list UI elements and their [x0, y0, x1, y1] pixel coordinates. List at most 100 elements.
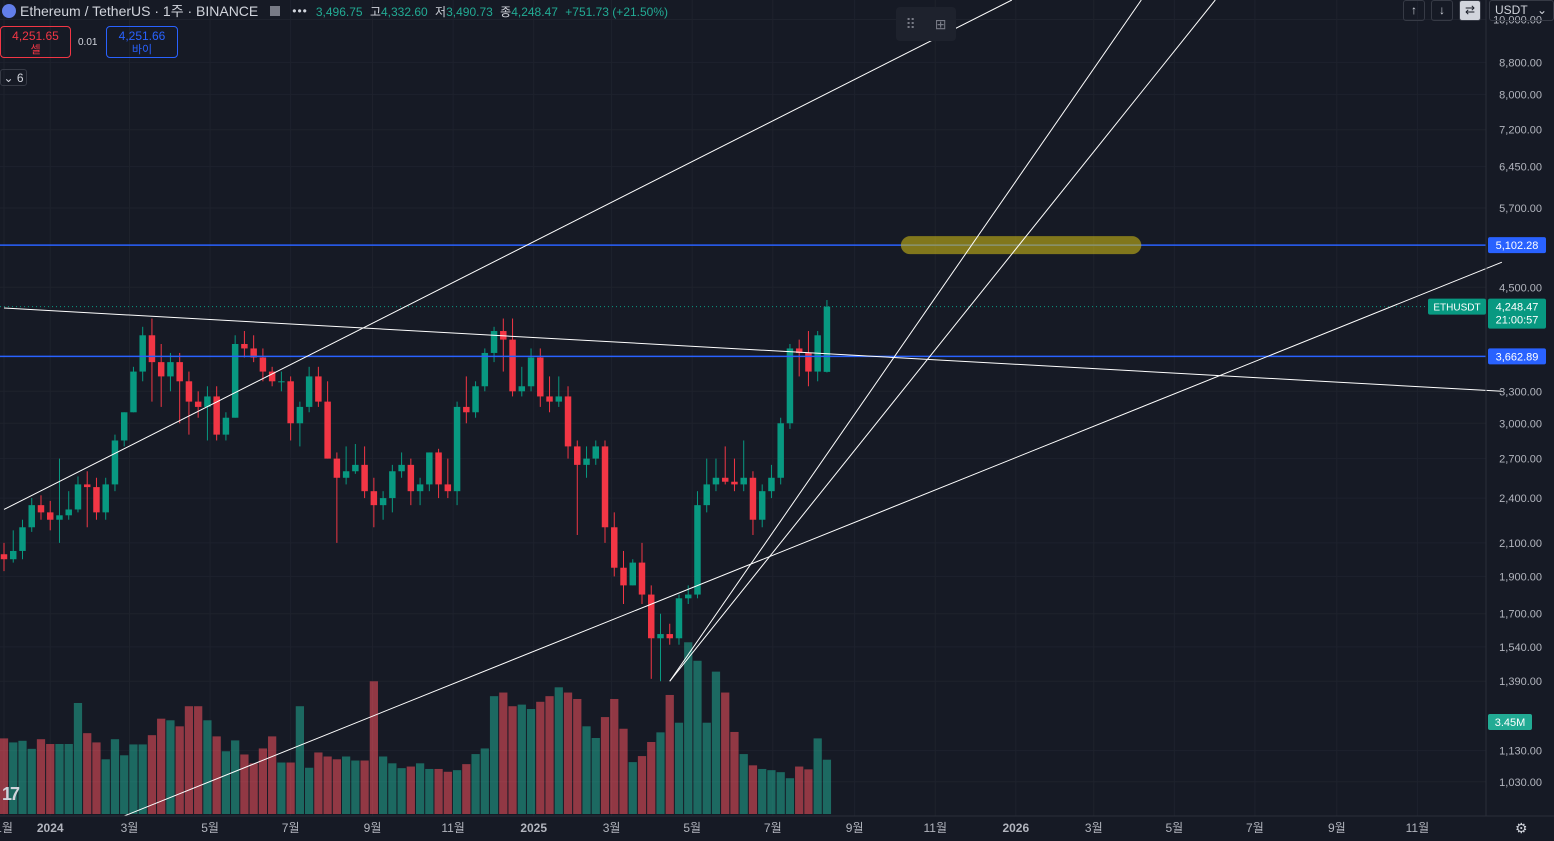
- candle-body[interactable]: [583, 458, 590, 465]
- candle-body[interactable]: [490, 331, 498, 353]
- candle-body[interactable]: [139, 335, 146, 372]
- candle-body[interactable]: [102, 484, 109, 513]
- candle-body[interactable]: [185, 381, 193, 402]
- candle-body[interactable]: [130, 371, 137, 413]
- candle-body[interactable]: [398, 464, 405, 472]
- symbol-title[interactable]: Ethereum / TetherUS · 1주 · BINANCE: [20, 3, 259, 19]
- trendline[interactable]: [3, 0, 1013, 510]
- layout-grid-icon[interactable]: ⊞: [934, 15, 947, 32]
- floating-toolbar[interactable]: ⠿ ⊞: [896, 7, 956, 41]
- candle-body[interactable]: [795, 348, 803, 353]
- candle-body[interactable]: [167, 362, 174, 377]
- candle-body[interactable]: [333, 458, 341, 478]
- candle-body[interactable]: [481, 352, 489, 387]
- trendline[interactable]: [3, 307, 1502, 392]
- candlesticks[interactable]: [0, 300, 831, 682]
- candle-body[interactable]: [389, 471, 396, 499]
- candle-body[interactable]: [675, 598, 683, 639]
- candle-body[interactable]: [546, 396, 553, 402]
- candle-body[interactable]: [555, 396, 563, 402]
- candle-body[interactable]: [259, 357, 267, 372]
- candle-body[interactable]: [684, 594, 692, 599]
- drag-handle-icon[interactable]: ⠿: [905, 15, 916, 32]
- candle-body[interactable]: [305, 376, 313, 407]
- candle-body[interactable]: [758, 491, 766, 520]
- candle-body[interactable]: [712, 477, 720, 485]
- candle-body[interactable]: [370, 491, 378, 506]
- candle-body[interactable]: [749, 477, 757, 520]
- candle-body[interactable]: [740, 477, 747, 485]
- trendlines[interactable]: [3, 0, 1503, 817]
- buy-button[interactable]: 4,251.66 바이: [106, 26, 178, 58]
- candle-body[interactable]: [823, 306, 831, 372]
- candle-body[interactable]: [194, 401, 202, 407]
- candle-body[interactable]: [657, 634, 664, 639]
- candle-body[interactable]: [241, 343, 248, 349]
- candle-body[interactable]: [213, 396, 220, 435]
- horizontal-levels[interactable]: [0, 244, 1486, 358]
- candle-body[interactable]: [518, 386, 526, 392]
- candle-body[interactable]: [176, 362, 183, 382]
- candle-body[interactable]: [601, 446, 609, 528]
- candle-body[interactable]: [509, 339, 516, 392]
- candle-body[interactable]: [65, 509, 72, 516]
- candle-body[interactable]: [278, 381, 285, 383]
- sell-button[interactable]: 4,251.65 셀: [0, 26, 71, 58]
- swap-button[interactable]: ⇄: [1459, 0, 1481, 21]
- price-axis[interactable]: 10,000.008,800.008,000.007,200.006,450.0…: [1493, 15, 1542, 789]
- candle-body[interactable]: [157, 362, 165, 377]
- candle-body[interactable]: [786, 348, 794, 424]
- candle-body[interactable]: [463, 406, 470, 413]
- candle-body[interactable]: [231, 343, 239, 418]
- candle-body[interactable]: [527, 357, 535, 387]
- highlight-zone[interactable]: [900, 236, 1142, 255]
- candle-body[interactable]: [287, 381, 294, 424]
- trendline[interactable]: [124, 261, 1503, 817]
- candle-body[interactable]: [638, 562, 646, 595]
- scroll-up-button[interactable]: ↑: [1403, 0, 1425, 21]
- candle-body[interactable]: [352, 464, 359, 472]
- candle-body[interactable]: [250, 348, 257, 358]
- candle-body[interactable]: [56, 515, 63, 520]
- candle-body[interactable]: [74, 484, 82, 510]
- candle-body[interactable]: [731, 481, 738, 485]
- candle-body[interactable]: [28, 505, 35, 528]
- more-icon[interactable]: •••: [292, 4, 308, 18]
- candle-body[interactable]: [315, 376, 322, 402]
- candle-body[interactable]: [0, 554, 8, 560]
- candle-body[interactable]: [537, 357, 544, 397]
- candle-body[interactable]: [768, 477, 775, 492]
- candle-body[interactable]: [379, 498, 387, 506]
- candle-body[interactable]: [592, 446, 600, 459]
- candle-body[interactable]: [444, 484, 452, 492]
- candle-body[interactable]: [111, 440, 119, 485]
- candle-body[interactable]: [777, 423, 784, 478]
- candle-body[interactable]: [611, 527, 618, 568]
- flag-icon[interactable]: [270, 6, 281, 16]
- candle-body[interactable]: [721, 477, 729, 482]
- candle-body[interactable]: [342, 471, 350, 478]
- time-axis[interactable]: 1월 2024 3월 5월 7월 9월 11월 2025 3월 5월 7월 9월 11월 2026 3월 5월…: [0, 821, 1429, 835]
- candle-body[interactable]: [620, 567, 627, 586]
- currency-select[interactable]: USDT ⌄: [1489, 0, 1554, 21]
- candle-body[interactable]: [666, 634, 673, 639]
- candle-body[interactable]: [564, 396, 572, 447]
- candle-body[interactable]: [93, 487, 100, 513]
- candle-body[interactable]: [416, 484, 424, 492]
- highlight-marker[interactable]: [900, 236, 1142, 255]
- candle-body[interactable]: [361, 464, 368, 492]
- candle-body[interactable]: [120, 412, 128, 441]
- candle-body[interactable]: [296, 406, 304, 424]
- candle-body[interactable]: [10, 550, 17, 560]
- candle-body[interactable]: [37, 505, 45, 513]
- candle-body[interactable]: [426, 452, 433, 485]
- candle-body[interactable]: [703, 484, 710, 506]
- candle-body[interactable]: [629, 562, 636, 586]
- candle-body[interactable]: [453, 406, 461, 492]
- candle-body[interactable]: [204, 396, 211, 407]
- candle-body[interactable]: [46, 512, 54, 520]
- candle-body[interactable]: [268, 371, 276, 382]
- trendline[interactable]: [669, 0, 1142, 682]
- candle-body[interactable]: [472, 386, 479, 413]
